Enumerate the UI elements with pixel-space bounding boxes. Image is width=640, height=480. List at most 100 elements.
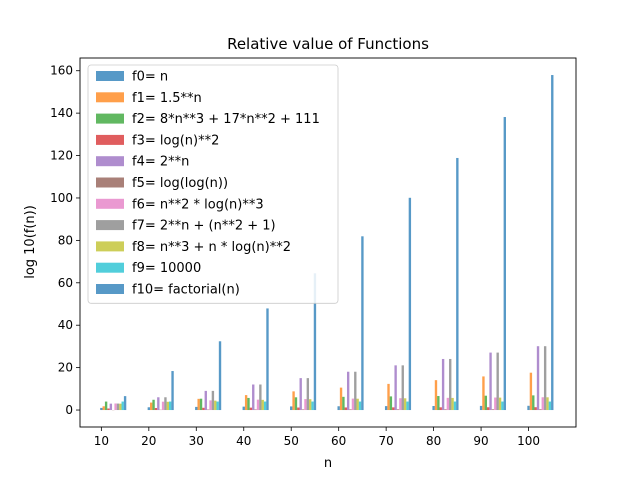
bar [247,397,250,411]
bar [301,409,305,411]
bar [546,397,549,411]
bar [437,396,440,411]
bar [439,407,442,411]
legend-box [87,64,339,304]
bar [150,402,153,411]
bar-group [100,75,554,411]
bar [209,400,212,411]
x-axis-label: n [324,456,332,471]
legend-label: f7= 2**n + (n**2 + 1) [132,219,276,234]
bar [551,75,554,411]
y-tick-label: 140 [50,106,73,120]
x-tick-label: 30 [189,434,204,448]
bar [266,308,269,411]
bar [346,371,350,411]
plot-area [79,57,577,428]
bar [541,397,544,411]
bar [100,407,103,411]
bar [479,405,483,411]
legend-swatch [96,198,124,209]
bar [543,346,547,411]
bar [384,406,388,411]
bar [456,157,459,411]
y-tick-label: 120 [50,149,73,163]
legend-swatch [96,284,124,294]
legend-label: f10= factorial(n) [132,283,240,298]
bar [441,358,445,411]
bar [491,409,495,411]
bar [444,409,447,411]
y-axis-ticks: 0 20 40 60 80 100 120 140 160 [50,64,80,417]
bar [489,352,492,411]
x-tick-label: 70 [379,434,394,448]
bar [532,395,535,411]
bar [254,409,257,411]
bar [309,399,312,411]
bar [292,391,295,411]
bar [306,378,310,411]
bar [218,341,222,411]
x-tick-label: 100 [517,434,540,448]
bar [399,398,402,411]
bar [356,398,359,411]
x-tick-label: 20 [141,434,156,448]
legend-label: f4= 2**n [132,155,189,170]
bar [484,395,488,411]
x-tick-label: 90 [473,434,488,448]
bar [337,406,340,411]
bar [482,376,485,411]
bar [501,401,504,411]
legend-swatch [96,113,124,124]
bar [171,371,174,411]
bar [161,401,165,411]
bar [394,365,397,411]
legend-label: f2= 8*n**3 + 17*n**2 + 111 [132,112,320,127]
legend-label: f9= 10000 [132,261,201,276]
bar [446,397,450,411]
bar [109,403,113,411]
legend-label: f1= 1.5**n [132,91,202,106]
bar [342,396,345,411]
legend-swatch [96,220,124,231]
chart-title: Relative value of Functions [227,35,429,53]
bar [503,117,506,411]
bar [387,383,390,411]
bar [351,398,355,411]
y-tick-label: 80 [58,233,73,247]
x-tick-label: 10 [94,434,109,448]
bar [294,397,298,411]
bar [157,397,160,411]
bar [487,407,490,411]
y-tick-label: 40 [58,318,73,332]
bar [261,399,264,411]
legend-label: f3= log(n)**2 [132,133,219,148]
bar [453,401,457,411]
x-axis-ticks: 10 20 30 40 50 60 70 80 90 100 [94,427,540,448]
bar [297,407,300,411]
bar [214,400,217,411]
bar [498,397,502,411]
legend-label: f0= n [132,70,168,85]
bar [202,407,205,411]
bar [114,403,117,411]
legend-label: f5= log(log(n)) [132,176,228,191]
bar [449,358,452,411]
x-tick-label: 80 [426,434,441,448]
bar [104,401,108,411]
bar [252,384,255,411]
bar [102,406,105,411]
bar [211,390,215,411]
legend-swatch [96,156,124,167]
bar [249,407,253,411]
bar [107,408,110,411]
bar [361,236,364,411]
x-tick-label: 40 [236,434,251,448]
legend-swatch [96,71,124,81]
bar [256,399,260,411]
bar [242,406,245,411]
bar [244,395,248,411]
y-tick-label: 0 [65,403,73,417]
bar [299,378,302,411]
bar [534,407,537,411]
